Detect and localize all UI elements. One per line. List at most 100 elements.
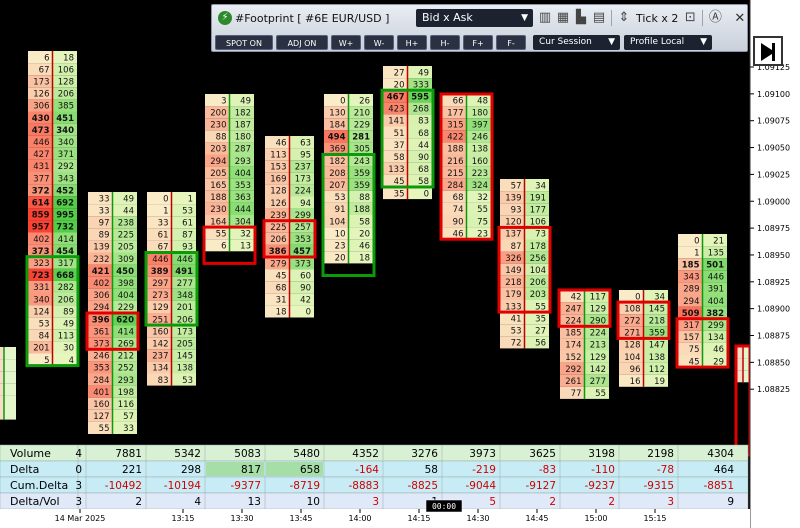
ask-cell [112, 397, 137, 410]
bid-volume-label: 164 [210, 217, 226, 227]
stats-value: 3625 [529, 448, 556, 460]
bid-volume-label: 3 [221, 96, 226, 106]
bar-chart-icon[interactable]: ▥ [538, 10, 552, 25]
ask-cell [584, 386, 609, 399]
bid-volume-label: 427 [33, 150, 49, 160]
ask-cell [52, 256, 77, 269]
grid-icon[interactable]: ▤ [592, 10, 606, 25]
bid-cell [205, 130, 230, 143]
ask-volume-label: 224 [295, 187, 311, 197]
bid-volume-label: 93 [511, 206, 522, 216]
bid-cell [28, 256, 53, 269]
ask-cell [52, 280, 77, 293]
ask-volume-label: 224 [590, 329, 606, 339]
step-icon[interactable]: ▙ [576, 10, 586, 25]
play-icon[interactable] [753, 36, 783, 66]
ask-volume-label: 188 [354, 205, 370, 215]
ask-cell [171, 264, 196, 277]
bid-cell [88, 300, 113, 313]
ask-volume-label: 187 [235, 121, 251, 131]
bid-volume-label: 16 [630, 377, 641, 387]
bid-volume-label: 224 [565, 317, 581, 327]
candles-icon[interactable]: ▦ [556, 10, 570, 25]
ask-volume-label: 106 [58, 65, 74, 75]
stats-value: -219 [472, 464, 496, 476]
bid-cell [205, 166, 230, 179]
ask-cell [524, 263, 549, 276]
bid-cell [324, 178, 349, 191]
tick-size-label[interactable]: Tick x 2 [636, 11, 679, 25]
spot-on-button[interactable]: SPOT ON [215, 34, 273, 50]
bid-cell [324, 106, 349, 119]
bid-volume-label: 239 [270, 211, 286, 221]
stats-row-label: Cum.Delta [10, 479, 68, 492]
ask-volume-label: 27 [535, 327, 546, 337]
bid-volume-label: 201 [33, 344, 49, 354]
bid-cell [442, 118, 467, 131]
width-minus-button[interactable]: W- [364, 34, 394, 50]
bid-cell [147, 228, 172, 241]
bid-volume-label: 51 [394, 129, 405, 139]
width-plus-button[interactable]: W+ [331, 34, 361, 50]
mode-select[interactable]: Bid x Ask ▼ [416, 9, 533, 27]
ask-cell [466, 106, 491, 119]
ask-cell [702, 355, 727, 368]
value-area-box [439, 92, 494, 241]
bid-volume-label: 104 [624, 353, 640, 363]
session-select[interactable]: Cur Session ▼ [533, 34, 620, 50]
bid-volume-label: 185 [565, 329, 581, 339]
bid-volume-label: 141 [388, 117, 404, 127]
font-plus-button[interactable]: F+ [463, 34, 493, 50]
ask-cell [407, 174, 432, 187]
bid-volume-label: 247 [565, 304, 581, 314]
stats-value: 3198 [588, 448, 615, 460]
price-tick-label: 1.09000 [757, 197, 790, 206]
height-plus-button[interactable]: H+ [397, 34, 427, 50]
bid-volume-label: 6 [44, 53, 49, 63]
adj-on-button[interactable]: ADJ ON [276, 34, 328, 50]
ask-volume-label: 353 [295, 235, 311, 245]
ask-volume-label: 397 [472, 121, 488, 131]
bid-volume-label: 182 [329, 157, 345, 167]
time-tick-label: 14:00 [348, 514, 371, 523]
font-minus-button[interactable]: F- [496, 34, 526, 50]
bid-volume-label: 200 [210, 108, 226, 118]
expand-icon[interactable]: ⊡ [684, 10, 696, 25]
bid-volume-label: 271 [624, 329, 640, 339]
connection-icon[interactable]: ⚡ [218, 11, 232, 25]
bid-volume-label: 473 [32, 126, 50, 136]
bid-cell [324, 166, 349, 179]
bid-volume-label: 389 [151, 267, 169, 277]
ask-cell [289, 281, 314, 294]
ask-volume-label: 145 [649, 304, 665, 314]
bid-volume-label: 46 [276, 138, 287, 148]
bid-volume-label: 323 [33, 259, 49, 269]
ask-cell [171, 337, 196, 350]
bid-volume-label: 237 [152, 352, 168, 362]
profile-select-label: Profile Local [630, 36, 685, 47]
ask-volume-label: 348 [177, 291, 193, 301]
ask-cell [702, 282, 727, 295]
price-tick-label: 1.08925 [757, 278, 790, 287]
bid-cell [147, 313, 172, 326]
bid-volume-label: 1 [163, 206, 168, 216]
alert-icon[interactable]: Ⓐ [708, 10, 722, 25]
ask-volume-label: 147 [649, 341, 665, 351]
tick-size-icon[interactable]: ⇕ [618, 10, 630, 25]
ask-volume-label: 305 [354, 145, 370, 155]
height-minus-button[interactable]: H- [430, 34, 460, 50]
ask-cell [407, 138, 432, 151]
bid-volume-label: 46 [453, 229, 464, 239]
bid-cell [88, 361, 113, 374]
time-tick-label: 14:15 [407, 514, 430, 523]
profile-select[interactable]: Profile Local ▼ [624, 34, 712, 50]
bid-cell [88, 192, 113, 205]
bid-cell [560, 362, 585, 375]
bid-cell [383, 102, 408, 115]
close-icon[interactable]: ✕ [734, 10, 746, 26]
bid-cell [442, 94, 467, 107]
bid-cell [678, 306, 703, 319]
ask-volume-label: 287 [235, 145, 251, 155]
bid-volume-label: 284 [93, 376, 109, 386]
